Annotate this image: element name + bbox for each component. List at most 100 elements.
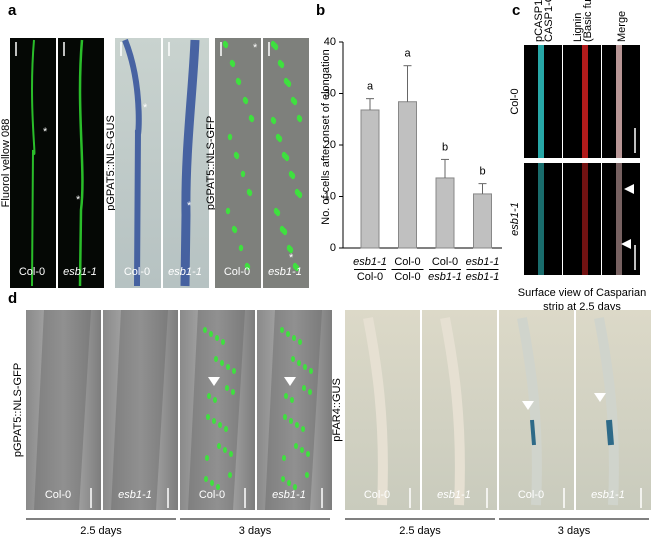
asterisk: *: [187, 200, 192, 212]
bar: [398, 101, 417, 249]
casparian-strip: [616, 45, 622, 158]
row-label: esb1-1: [509, 202, 521, 236]
caption: esb1-1: [268, 266, 302, 278]
x-tick-label: Col-0: [357, 271, 383, 283]
asterisk: *: [76, 194, 81, 206]
panel-label: c: [512, 2, 520, 19]
bar: [435, 177, 455, 249]
nucleus: [245, 263, 251, 271]
column-header: (Basic fuchsin): [582, 0, 594, 42]
asterisk: *: [143, 102, 148, 114]
significance-letter: a: [367, 81, 374, 93]
nucleus: [290, 397, 294, 403]
x-tick-label: esb1-1: [466, 271, 500, 283]
nucleus: [301, 426, 305, 432]
caption: Col-0: [518, 489, 544, 501]
nucleus: [218, 422, 222, 428]
root: [440, 317, 465, 506]
significance-letter: a: [404, 48, 411, 60]
gus-stain: [606, 419, 614, 446]
casparian-strip: [538, 45, 544, 158]
nucleus: [228, 472, 232, 478]
nucleus: [207, 393, 211, 399]
nucleus: [238, 244, 244, 252]
nucleus: [230, 60, 236, 68]
error-bar: [441, 158, 449, 178]
caption: esb1-1: [437, 489, 471, 501]
nucleus: [297, 360, 301, 366]
asterisk: *: [253, 42, 258, 54]
caption: Col-0: [124, 266, 150, 278]
nucleus: [309, 368, 313, 374]
nucleus: [275, 209, 281, 217]
nucleus: [271, 117, 277, 125]
nucleus: [217, 443, 221, 449]
x-tick-label: esb1-1: [353, 256, 387, 268]
casparian-strip: [582, 45, 588, 158]
nucleus: [232, 226, 238, 234]
nucleus: [220, 360, 224, 366]
panel-label: d: [8, 290, 17, 307]
column-header: Lignin: [572, 13, 584, 42]
root: [594, 317, 619, 506]
row-label: Col-0: [509, 88, 521, 114]
timepoint: 2.5 days: [80, 525, 122, 537]
nucleus: [287, 480, 291, 486]
caption: esb1-1: [272, 489, 306, 501]
y-tick-label: 20: [324, 139, 336, 151]
root: [265, 310, 322, 510]
significance-letter: b: [479, 166, 485, 178]
nucleus: [231, 389, 235, 395]
root: [180, 39, 200, 287]
nucleus: [284, 393, 288, 399]
nucleus: [240, 170, 246, 178]
nucleus: [284, 154, 290, 162]
nucleus: [243, 97, 249, 105]
nucleus: [288, 246, 294, 254]
root: [111, 310, 168, 510]
nucleus: [226, 364, 230, 370]
root: [517, 317, 542, 506]
nucleus: [227, 133, 233, 141]
root: [31, 39, 36, 287]
stain-label: pFAR4::GUS: [331, 378, 343, 442]
stain-label: Fluorol yellow 088: [0, 119, 12, 208]
y-tick-label: 0: [330, 242, 336, 254]
nucleus: [277, 135, 283, 143]
nucleus: [286, 80, 292, 88]
y-tick-label: 30: [324, 87, 336, 99]
error-bar: [366, 98, 374, 110]
nucleus: [282, 455, 286, 461]
x-tick-label: esb1-1: [428, 271, 462, 283]
arrowhead: [284, 377, 296, 386]
nucleus: [224, 426, 228, 432]
nucleus: [249, 115, 255, 123]
nucleus: [225, 385, 229, 391]
y-tick-label: 10: [324, 190, 336, 202]
nucleus: [221, 339, 225, 345]
nucleus: [247, 189, 253, 197]
x-tick-label: Col-0: [432, 256, 458, 268]
gus-stain: [530, 419, 536, 446]
timepoint: 3 days: [558, 525, 591, 537]
nucleus: [280, 327, 284, 333]
column-header: Merge: [616, 11, 628, 42]
micrograph: [263, 38, 309, 288]
nucleus: [305, 472, 309, 478]
arrowhead: [624, 184, 634, 194]
nucleus: [293, 484, 297, 490]
nucleus: [308, 389, 312, 395]
caption: strip at 2.5 days: [543, 301, 621, 313]
nucleus: [298, 339, 302, 345]
nucleus: [297, 191, 303, 199]
root: [122, 38, 142, 287]
caption: esb1-1: [168, 266, 202, 278]
nucleus: [306, 451, 310, 457]
arrowhead: [621, 239, 631, 249]
caption: esb1-1: [118, 489, 152, 501]
column-header: CASP1-GFP: [543, 0, 555, 42]
nucleus: [291, 356, 295, 362]
nucleus: [213, 397, 217, 403]
asterisk: *: [43, 126, 48, 138]
